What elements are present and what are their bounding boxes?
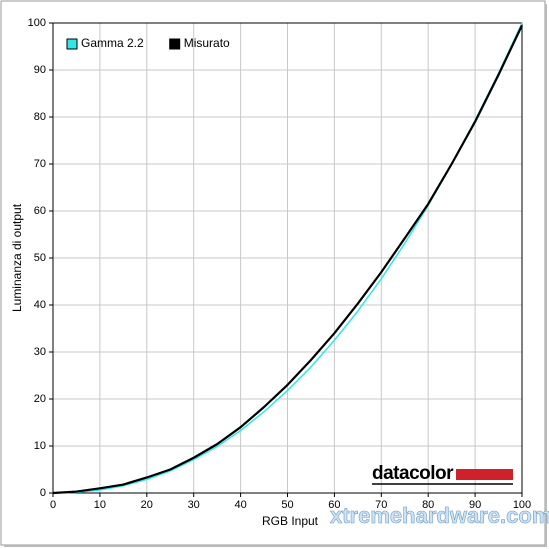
x-tick-label: 70 (375, 499, 387, 511)
y-tick-label: 90 (34, 64, 46, 76)
x-tick-label: 20 (141, 499, 153, 511)
y-tick-label: 100 (28, 17, 46, 29)
x-tick-label: 100 (513, 499, 531, 511)
legend-swatch (169, 38, 181, 50)
y-tick-label: 80 (34, 111, 46, 123)
x-tick-label: 50 (281, 499, 293, 511)
x-tick-label: 40 (234, 499, 246, 511)
plot-area: 0 10 20 30 40 50 60 70 80 90 100 0 10 20 30 40 50 60 70 80 9… (28, 17, 532, 511)
y-tick-label: 10 (34, 440, 46, 452)
x-tick-label: 90 (469, 499, 481, 511)
y-tick-label: 0 (40, 487, 46, 499)
y-tick-label: 40 (34, 299, 46, 311)
line-series (52, 24, 523, 495)
x-tick-label: 0 (50, 499, 56, 511)
legend-swatch (66, 38, 78, 50)
y-tick-label: 20 (34, 393, 46, 405)
y-tick-label: 30 (34, 346, 46, 358)
y-tick-label: 50 (34, 252, 46, 264)
legend-label: Gamma 2.2 (81, 36, 144, 50)
watermark-site: xtremehardware.com (330, 503, 549, 528)
legend-label: Misurato (184, 36, 230, 50)
x-tick-label: 10 (94, 499, 106, 511)
x-axis-label: RGB Input (262, 514, 319, 528)
watermark-logo: datacolor (372, 463, 454, 484)
y-axis-label: Luminanza di output (10, 203, 24, 312)
y-tick-label: 70 (34, 158, 46, 170)
y-tick-label: 60 (34, 205, 46, 217)
x-tick-label: 60 (328, 499, 340, 511)
logo-bar (456, 469, 513, 480)
plot-border (52, 22, 523, 494)
x-tick-label: 30 (188, 499, 200, 511)
x-tick-label: 80 (422, 499, 434, 511)
